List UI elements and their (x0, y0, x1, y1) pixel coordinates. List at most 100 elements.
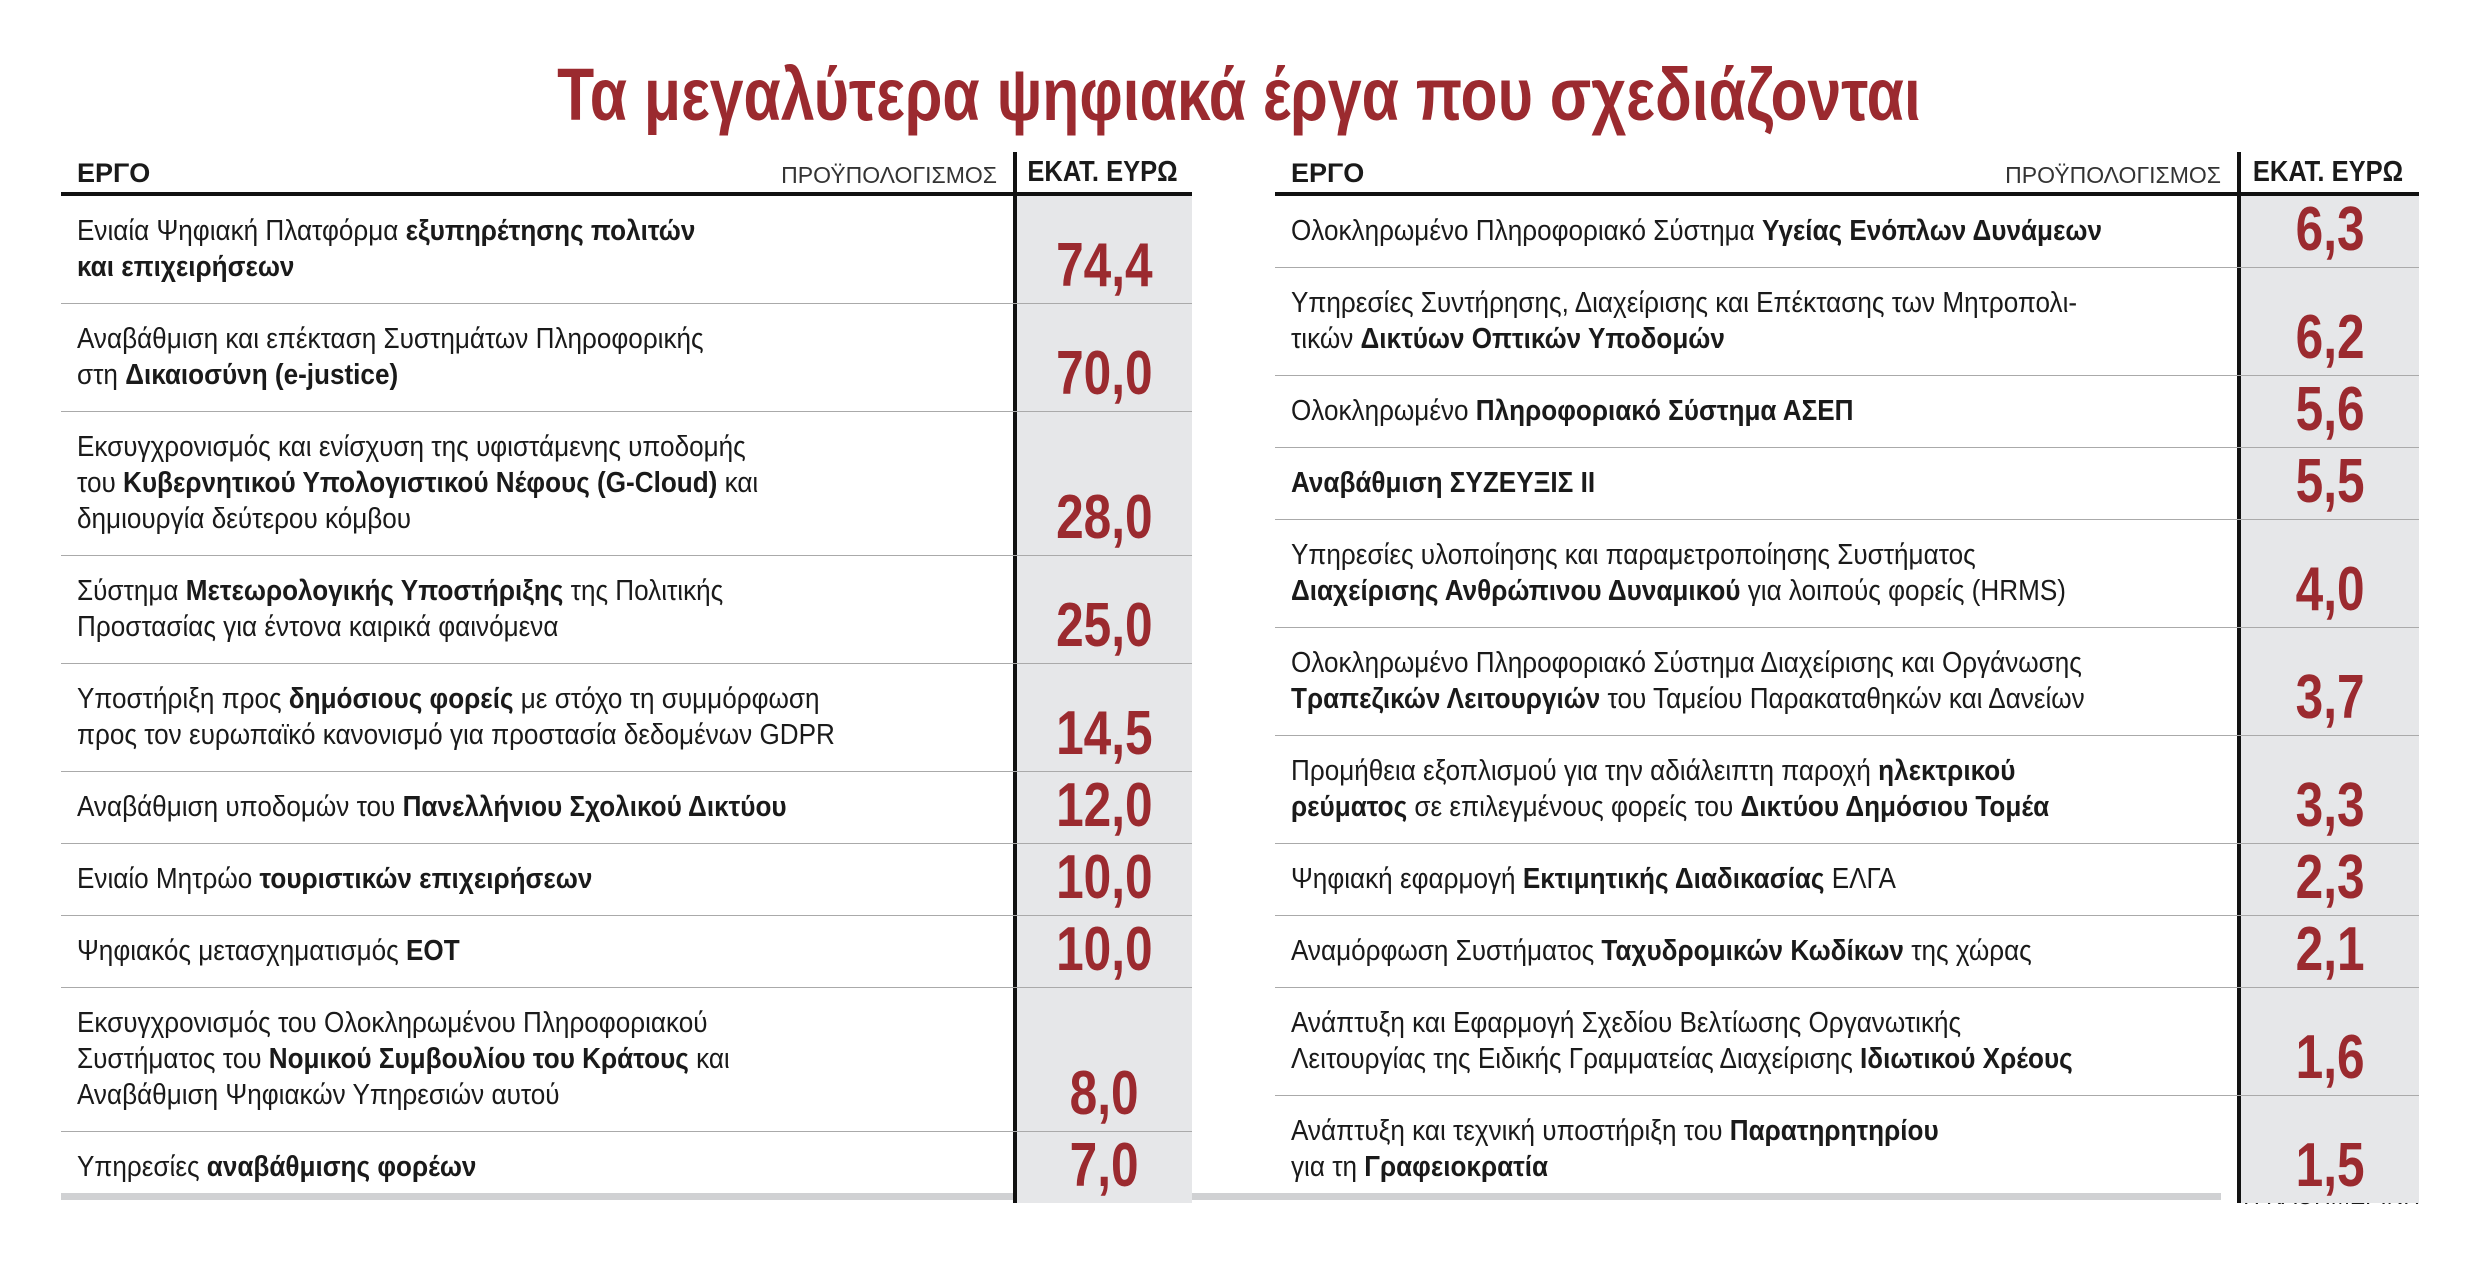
value-cell: 10,0 (1013, 844, 1192, 915)
project-line: Αναβάθμιση ΣΥΖΕΥΞΙΣ ΙΙ (1291, 465, 2142, 501)
project-line: Προστασίας για έντονα καιρικά φαινόμενα (77, 609, 919, 645)
project-cell: Αναβάθμιση υποδομών του Πανελλήνιου Σχολ… (61, 772, 1013, 843)
project-text: της Πολιτικής (563, 575, 724, 607)
budget-value: 25,0 (1056, 591, 1153, 660)
value-cell: 74,4 (1013, 196, 1192, 303)
budget-value: 12,0 (1056, 771, 1153, 840)
project-text-bold: Γραφειοκρατία (1364, 1151, 1549, 1183)
project-cell: Υπηρεσίες υλοποίησης και παραμετροποίηση… (1275, 520, 2237, 627)
project-text: Αναβάθμιση Ψηφιακών Υπηρεσιών αυτού (77, 1079, 560, 1111)
header-budget: ΠΡΟΫΠΟΛΟΓΙΣΜΟΣ (781, 162, 997, 188)
table-row: Προμήθεια εξοπλισμού για την αδιάλειπτη … (1275, 736, 2419, 844)
table-row: Ανάπτυξη και Εφαρμογή Σχεδίου Βελτίωσης … (1275, 988, 2419, 1096)
table-row: Αναβάθμιση ΣΥΖΕΥΞΙΣ ΙΙ 5,5 (1275, 448, 2419, 520)
table-row: Ψηφιακή εφαρμογή Εκτιμητικής Διαδικασίας… (1275, 844, 2419, 916)
project-text: Σύστημα (77, 575, 186, 607)
project-line: Αναβάθμιση υποδομών του Πανελλήνιου Σχολ… (77, 789, 919, 825)
budget-value: 5,6 (2295, 375, 2365, 444)
project-text-bold: Κυβερνητικού Υπολογιστικού Νέφους (G-Clo… (122, 467, 718, 499)
table-row: Σύστημα Μετεωρολογικής Υποστήριξης της Π… (61, 556, 1192, 664)
title: Τα μεγαλύτερα ψηφιακά έργα που σχεδιάζον… (557, 53, 1921, 136)
project-text: Λειτουργίας της Ειδικής Γραμματείας Διαχ… (1291, 1043, 1861, 1075)
project-line: προς τον ευρωπαϊκό κανονισμό για προστασ… (77, 717, 919, 753)
project-text: Ψηφιακή εφαρμογή (1291, 863, 1523, 895)
header-unit: ΕΚΑΤ. ΕΥΡΩ (1027, 156, 1178, 188)
project-line: Ψηφιακή εφαρμογή Εκτιμητικής Διαδικασίας… (1291, 861, 2142, 897)
project-cell: Ολοκληρωμένο Πληροφοριακό Σύστημα ΑΣΕΠ (1275, 376, 2237, 447)
project-text: Υποστήριξη προς (77, 683, 289, 715)
project-cell: Ενιαίο Μητρώο τουριστικών επιχειρήσεων (61, 844, 1013, 915)
project-line: Αναμόρφωση Συστήματος Ταχυδρομικών Κωδίκ… (1291, 933, 2142, 969)
project-line: Ολοκληρωμένο Πληροφοριακό Σύστημα Διαχεί… (1291, 645, 2142, 681)
table-row: Ολοκληρωμένο Πληροφοριακό Σύστημα Υγείας… (1275, 196, 2419, 268)
project-text-bold: Εκτιμητικής Διαδικασίας (1522, 863, 1825, 895)
budget-value: 3,3 (2295, 771, 2365, 840)
budget-value: 28,0 (1056, 483, 1153, 552)
project-text: Ψηφιακός μετασχηματισμός (77, 935, 406, 967)
project-text: στη (77, 359, 126, 391)
project-text: και (688, 1043, 730, 1075)
project-line: Προμήθεια εξοπλισμού για την αδιάλειπτη … (1291, 753, 2142, 789)
project-text: Αναβάθμιση υποδομών του (77, 791, 403, 823)
project-text: του Ταμείου Παρακαταθηκών και Δανείων (1600, 683, 2085, 715)
header-project: ΕΡΓΟ (1291, 158, 1365, 188)
project-text: ΕΛΓΑ (1824, 863, 1896, 895)
project-line: Συστήματος του Νομικού Συμβουλίου του Κρ… (77, 1041, 919, 1077)
table-row: Ανάπτυξη και τεχνική υποστήριξη του Παρα… (1275, 1096, 2419, 1203)
project-cell: Ανάπτυξη και τεχνική υποστήριξη του Παρα… (1275, 1096, 2237, 1203)
project-text-bold: και επιχειρήσεων (77, 251, 295, 283)
project-text: της χώρας (1903, 935, 2032, 967)
project-cell: Εκσυγχρονισμός και ενίσχυση της υφιστάμε… (61, 412, 1013, 555)
value-cell: 28,0 (1013, 412, 1192, 555)
project-text-bold: Τραπεζικών Λειτουργιών (1291, 683, 1601, 715)
budget-value: 8,0 (1070, 1059, 1139, 1128)
project-text: Εκσυγχρονισμός και ενίσχυση της υφιστάμε… (77, 431, 746, 463)
project-text: με στόχο τη συμμόρφωση (513, 683, 820, 715)
project-cell: Σύστημα Μετεωρολογικής Υποστήριξης της Π… (61, 556, 1013, 663)
table: ΕΡΓΟ ΠΡΟΫΠΟΛΟΓΙΣΜΟΣ ΕΚΑΤ. ΕΥΡΩ Ολοκληρωμένο… (1275, 152, 2419, 1203)
project-text-bold: αναβάθμισης φορέων (206, 1151, 477, 1183)
table-row: Ψηφιακός μετασχηματισμός ΕΟΤ 10,0 (61, 916, 1192, 988)
value-cell: 3,3 (2237, 736, 2419, 843)
budget-value: 6,2 (2295, 303, 2365, 372)
project-text-bold: ηλεκτρικού (1878, 755, 2016, 787)
value-cell: 1,5 (2237, 1096, 2419, 1203)
project-text: Αναβάθμιση και επέκταση Συστημάτων Πληρο… (77, 323, 704, 355)
budget-value: 70,0 (1056, 339, 1153, 408)
budget-value: 2,1 (2295, 915, 2365, 984)
project-cell: Ανάπτυξη και Εφαρμογή Σχεδίου Βελτίωσης … (1275, 988, 2237, 1095)
table-header: ΕΡΓΟ ΠΡΟΫΠΟΛΟΓΙΣΜΟΣ ΕΚΑΤ. ΕΥΡΩ (61, 152, 1192, 196)
budget-value: 1,6 (2295, 1023, 2365, 1092)
project-line: Ολοκληρωμένο Πληροφοριακό Σύστημα ΑΣΕΠ (1291, 393, 2142, 429)
value-cell: 5,6 (2237, 376, 2419, 447)
budget-value: 7,0 (1070, 1131, 1139, 1200)
table-row: Ενιαίο Μητρώο τουριστικών επιχειρήσεων 10… (61, 844, 1192, 916)
project-text: σε επιλεγμένους φορείς του (1407, 791, 1741, 823)
budget-value: 3,7 (2295, 663, 2365, 732)
project-text: του (77, 467, 123, 499)
table-row: Αναβάθμιση υποδομών του Πανελλήνιου Σχολ… (61, 772, 1192, 844)
project-line: στη Δικαιοσύνη (e-justice) (77, 357, 919, 393)
value-cell: 6,2 (2237, 268, 2419, 375)
project-text: Ολοκληρωμένο Πληροφοριακό Σύστημα (1291, 215, 1762, 247)
project-line: Υποστήριξη προς δημόσιους φορείς με στόχ… (77, 681, 919, 717)
project-cell: Προμήθεια εξοπλισμού για την αδιάλειπτη … (1275, 736, 2237, 843)
project-line: και επιχειρήσεων (77, 249, 919, 285)
project-text-bold: Αναβάθμιση ΣΥΖΕΥΞΙΣ ΙΙ (1291, 467, 1596, 499)
table-row: Υπηρεσίες υλοποίησης και παραμετροποίηση… (1275, 520, 2419, 628)
project-text-bold: Δικτύων Οπτικών Υποδομών (1360, 323, 1725, 355)
project-cell: Αναμόρφωση Συστήματος Ταχυδρομικών Κωδίκ… (1275, 916, 2237, 987)
project-text-bold: τουριστικών επιχειρήσεων (259, 863, 593, 895)
project-cell: Αναβάθμιση ΣΥΖΕΥΞΙΣ ΙΙ (1275, 448, 2237, 519)
project-line: Σύστημα Μετεωρολογικής Υποστήριξης της Π… (77, 573, 919, 609)
project-line: Ανάπτυξη και τεχνική υποστήριξη του Παρα… (1291, 1113, 2142, 1149)
header-budget: ΠΡΟΫΠΟΛΟΓΙΣΜΟΣ (2005, 162, 2221, 188)
project-cell: Υπηρεσίες αναβάθμισης φορέων (61, 1132, 1013, 1203)
project-line: Λειτουργίας της Ειδικής Γραμματείας Διαχ… (1291, 1041, 2142, 1077)
project-cell: Αναβάθμιση και επέκταση Συστημάτων Πληρο… (61, 304, 1013, 411)
project-text-bold: δημόσιους φορείς (288, 683, 514, 715)
project-text: Υπηρεσίες (77, 1151, 207, 1183)
project-cell: Ολοκληρωμένο Πληροφοριακό Σύστημα Διαχεί… (1275, 628, 2237, 735)
table-row: Εκσυγχρονισμός του Ολοκληρωμένου Πληροφο… (61, 988, 1192, 1132)
